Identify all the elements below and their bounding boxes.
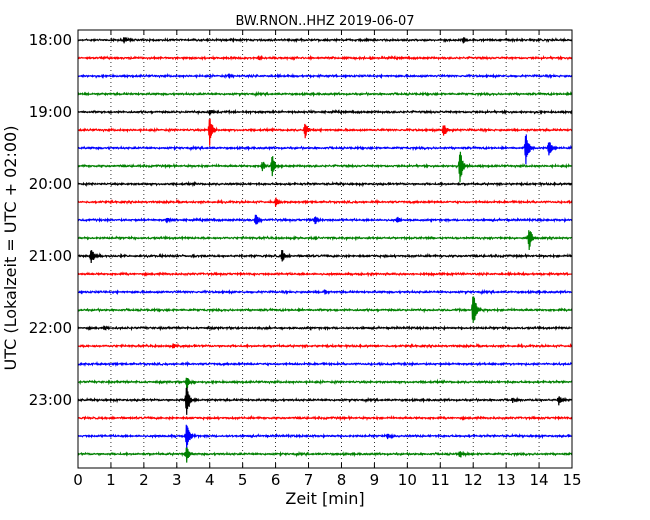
x-tick-label-4: 4	[205, 471, 215, 489]
x-tick-label-9: 9	[370, 471, 380, 489]
trace-2300	[77, 387, 573, 415]
y-tick-label-2100: 21:00	[29, 247, 72, 265]
y-tick-label-2000: 20:00	[29, 175, 72, 193]
trace-1800	[77, 36, 573, 44]
x-tick-label-3: 3	[172, 471, 182, 489]
trace-2045	[77, 230, 573, 251]
trace-2200	[77, 324, 573, 332]
y-axis-label: UTC (Lokalzeit = UTC + 02:00)	[1, 126, 20, 371]
trace-1945	[77, 151, 573, 183]
y-tick-label-2300: 23:00	[29, 391, 72, 409]
trace-2000	[77, 180, 573, 188]
x-axis-label: Zeit [min]	[285, 489, 364, 508]
trace-1815	[77, 54, 573, 62]
trace-2315	[77, 414, 573, 422]
trace-2100	[77, 249, 573, 264]
trace-2245	[77, 377, 573, 390]
x-tick-label-15: 15	[562, 471, 581, 489]
x-tick-label-13: 13	[497, 471, 516, 489]
trace-2215	[77, 342, 573, 350]
trace-1845	[77, 90, 573, 98]
x-tick-label-1: 1	[106, 471, 116, 489]
x-tick-label-7: 7	[304, 471, 314, 489]
x-tick-label-10: 10	[398, 471, 417, 489]
chart-title: BW.RNON..HHZ 2019-06-07	[235, 14, 414, 29]
y-tick-label-1900: 19:00	[29, 103, 72, 121]
seismogram-traces	[77, 36, 573, 463]
trace-2030	[77, 214, 573, 225]
x-tick-label-0: 0	[73, 471, 83, 489]
trace-1830	[77, 72, 573, 80]
trace-2145	[77, 296, 573, 323]
y-tick-label-2200: 22:00	[29, 319, 72, 337]
trace-1915	[77, 118, 573, 146]
trace-2345	[77, 447, 573, 463]
x-tick-label-5: 5	[238, 471, 248, 489]
trace-2230	[77, 360, 573, 368]
x-tick-label-2: 2	[139, 471, 149, 489]
trace-1900	[77, 108, 573, 116]
plot-frame	[77, 29, 573, 469]
x-tick-label-11: 11	[431, 471, 450, 489]
x-tick-label-12: 12	[464, 471, 483, 489]
x-tick-label-6: 6	[271, 471, 281, 489]
trace-2015	[77, 197, 573, 207]
x-tick-label-8: 8	[337, 471, 347, 489]
trace-2130	[77, 288, 573, 296]
trace-1930	[77, 134, 573, 165]
x-tick-label-14: 14	[530, 471, 549, 489]
trace-2115	[77, 270, 573, 278]
y-tick-label-1800: 18:00	[29, 31, 72, 49]
trace-2330	[77, 424, 573, 453]
